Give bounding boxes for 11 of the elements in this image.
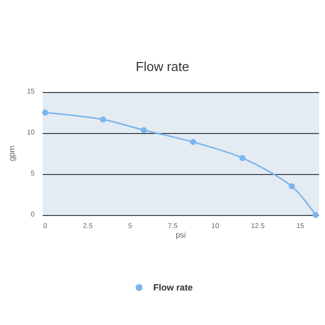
point: [239, 155, 246, 162]
point: [190, 139, 196, 146]
point: [140, 127, 147, 134]
point: [312, 212, 319, 218]
point: [100, 116, 106, 122]
y-axis-title: gpm: [8, 145, 16, 162]
point: [42, 110, 48, 116]
chart-title: Flow rate: [136, 59, 190, 74]
point: [288, 183, 295, 190]
x-axis-title: psi: [176, 230, 186, 240]
legend-label: Flow rate: [153, 282, 193, 292]
